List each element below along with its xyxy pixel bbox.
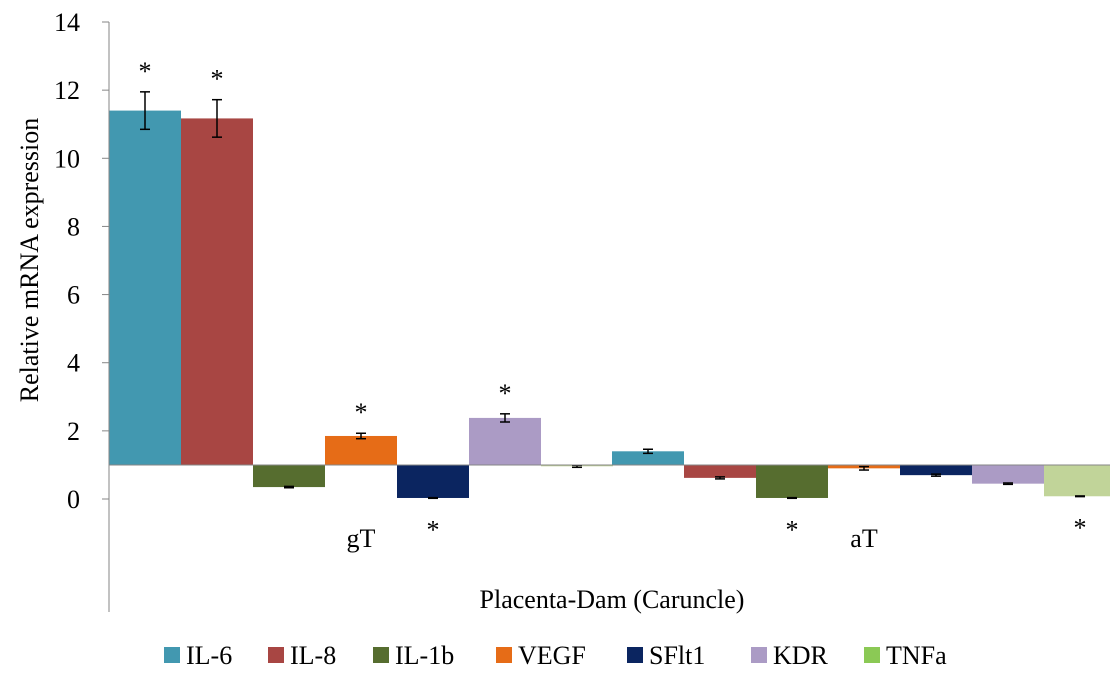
- legend-label-vegf: VEGF: [518, 641, 586, 670]
- y-axis-ticks: 0 2 4 6 8 10 12 14: [54, 8, 109, 514]
- category-label-gt: gT: [347, 524, 376, 553]
- legend-label-il-1b: IL-1b: [395, 641, 454, 670]
- legend-label-tnfa: TNFa: [886, 641, 947, 670]
- legend-swatch-vegf: [496, 647, 512, 663]
- legend-swatch-tnfa: [864, 647, 880, 663]
- category-label-at: aT: [850, 524, 878, 553]
- x-axis-label: Placenta-Dam (Caruncle): [480, 585, 745, 614]
- bar-il-6-at: [612, 451, 684, 465]
- y-tick-label: 10: [54, 144, 80, 173]
- significance-star: *: [427, 515, 440, 544]
- error-bars: [140, 91, 1085, 500]
- bar-kdr-at: [972, 464, 1044, 484]
- bar-kdr-gt: [469, 417, 541, 465]
- legend-swatch-il-6: [164, 647, 180, 663]
- legend-swatch-sflt1: [627, 647, 643, 663]
- significance-markers: * * * * * * *: [139, 57, 1087, 544]
- y-tick-label: 14: [54, 8, 80, 37]
- bar-il-8-at: [684, 464, 756, 478]
- bar-tnfa-at: [1044, 464, 1110, 497]
- legend-label-il-6: IL-6: [186, 641, 232, 670]
- legend-swatch-il-8: [268, 647, 284, 663]
- bar-il-1b-at: [756, 464, 828, 498]
- bar-il-6-gt: [109, 110, 181, 465]
- significance-star: *: [139, 57, 152, 86]
- y-tick-label: 0: [67, 485, 80, 514]
- bar-vegf-gt: [325, 435, 397, 465]
- legend-label-il-8: IL-8: [290, 641, 336, 670]
- bar-series: [109, 110, 1110, 498]
- legend-label-sflt1: SFlt1: [649, 641, 705, 670]
- y-tick-label: 6: [67, 281, 80, 310]
- significance-star: *: [786, 515, 799, 544]
- bar-sflt1-gt: [397, 464, 469, 498]
- significance-star: *: [1074, 514, 1087, 543]
- y-axis-label: Relative mRNA expression: [15, 118, 44, 403]
- legend: IL-6 IL-8 IL-1b VEGF SFlt1 KDR TNFa: [164, 641, 947, 670]
- legend-swatch-kdr: [751, 647, 767, 663]
- y-tick-label: 8: [67, 212, 80, 241]
- y-tick-label: 12: [54, 76, 80, 105]
- significance-star: *: [499, 379, 512, 408]
- y-tick-label: 2: [67, 417, 80, 446]
- significance-star: *: [355, 398, 368, 427]
- legend-swatch-il-1b: [373, 647, 389, 663]
- category-labels: gT aT: [347, 524, 878, 553]
- bar-sflt1-at: [900, 464, 972, 476]
- bar-il-1b-gt: [253, 464, 325, 488]
- bar-il-8-gt: [181, 118, 253, 465]
- legend-label-kdr: KDR: [773, 641, 829, 670]
- significance-star: *: [211, 65, 224, 94]
- y-tick-label: 4: [67, 349, 80, 378]
